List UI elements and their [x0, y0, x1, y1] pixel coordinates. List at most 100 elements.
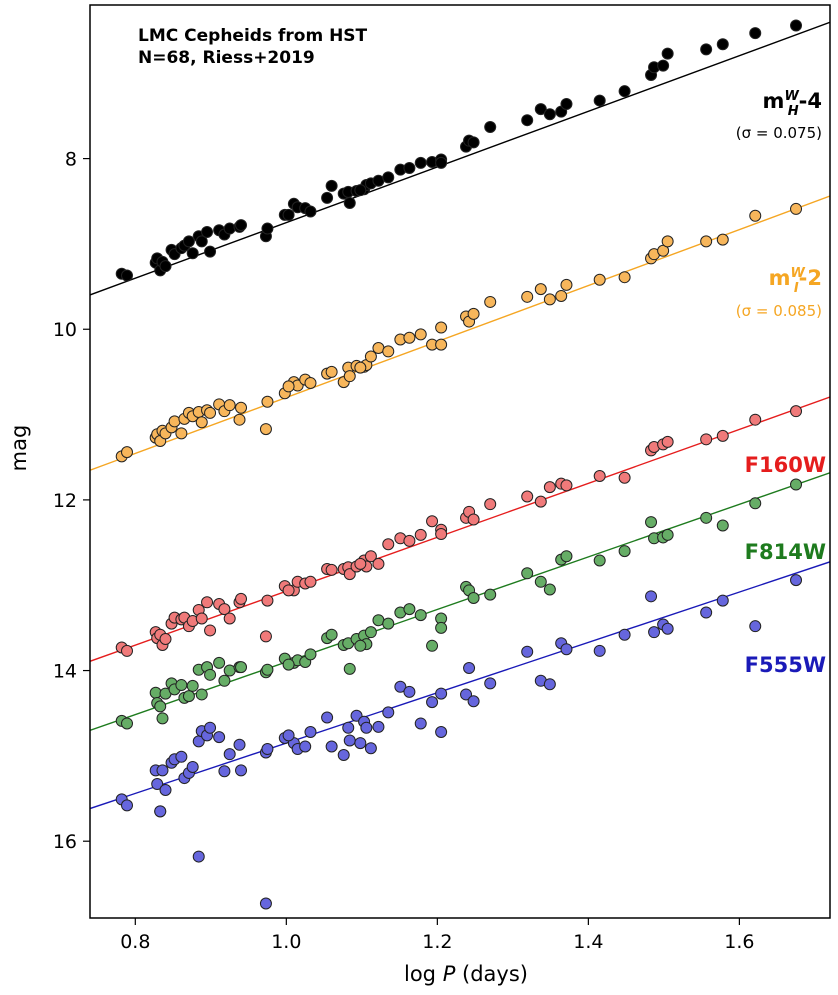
- point-s4-39: [394, 680, 407, 693]
- point-s2-54: [618, 471, 631, 484]
- point-s0-62: [790, 19, 803, 32]
- y-tick-label-0: 8: [65, 149, 77, 171]
- point-s1-43: [435, 321, 448, 334]
- point-s1-66: [354, 361, 367, 374]
- point-s3-38: [382, 617, 395, 630]
- point-s2-14: [195, 612, 208, 625]
- point-s0-14: [195, 235, 208, 248]
- point-s3-59: [700, 511, 713, 524]
- point-s1-65: [325, 365, 338, 378]
- point-s2-38: [382, 538, 395, 551]
- point-s3-47: [484, 588, 497, 601]
- point-s4-19: [223, 748, 236, 761]
- point-s2-46: [467, 513, 480, 526]
- point-s3-62: [790, 478, 803, 491]
- point-s4-31: [342, 721, 355, 734]
- point-s2-58: [661, 435, 674, 448]
- point-s0-65: [325, 179, 338, 192]
- point-s3-54: [618, 545, 631, 558]
- point-s2-37: [372, 557, 385, 570]
- point-s1-48: [521, 290, 534, 303]
- point-s4-65: [325, 740, 338, 753]
- series-labels: mW H-4 (σ = 0.075) mW I-2 (σ = 0.085) F160…: [736, 89, 826, 677]
- point-s1-47: [484, 295, 497, 308]
- point-s4-66: [354, 737, 367, 750]
- point-s0-67: [435, 156, 448, 169]
- point-s4-52: [560, 643, 573, 656]
- point-s2-19: [223, 612, 236, 625]
- point-s2-62: [790, 405, 803, 418]
- point-s2-36: [364, 550, 377, 563]
- point-s3-48: [521, 567, 534, 580]
- point-s4-46: [467, 695, 480, 708]
- point-s0-41: [414, 156, 427, 169]
- point-s3-28: [304, 648, 317, 661]
- point-s4-12: [186, 760, 199, 773]
- point-s4-47: [484, 677, 497, 690]
- point-s2-48: [521, 490, 534, 503]
- x-tick-label-4: 1.6: [724, 931, 754, 953]
- point-s3-67: [435, 621, 448, 634]
- y-tick-label-3: 14: [53, 661, 77, 683]
- point-s4-20: [233, 738, 246, 751]
- point-s1-21: [235, 401, 248, 414]
- y-axis-ticks: 8 10 12 14 16: [53, 149, 90, 853]
- point-s3-53: [593, 554, 606, 567]
- outlier-point-0: [154, 805, 167, 818]
- point-s2-61: [749, 413, 762, 426]
- point-s1-52: [560, 278, 573, 291]
- point-s1-62: [790, 202, 803, 215]
- point-s2-32: [343, 568, 356, 581]
- point-s2-28: [304, 575, 317, 588]
- point-s2-52: [560, 479, 573, 492]
- point-s4-60: [716, 594, 729, 607]
- point-s3-49: [534, 575, 547, 588]
- point-s1-20: [233, 413, 246, 426]
- point-s3-61: [749, 497, 762, 510]
- point-s0-49: [534, 103, 547, 116]
- point-s4-42: [426, 696, 439, 709]
- chart-title-line-1: LMC Cepheids from HST: [138, 26, 368, 46]
- point-s1-14: [195, 416, 208, 429]
- point-s2-67: [435, 528, 448, 541]
- label-f814w: F814W: [745, 540, 826, 564]
- point-s1-67: [435, 338, 448, 351]
- point-s4-44: [460, 688, 473, 701]
- point-s3-36: [364, 626, 377, 639]
- point-s3-42: [426, 639, 439, 652]
- point-s4-32: [343, 734, 356, 747]
- point-s0-23: [261, 222, 274, 235]
- point-s1-38: [382, 345, 395, 358]
- point-s4-55: [645, 590, 658, 603]
- point-s1-19: [223, 399, 236, 412]
- label-miw: mW I-2: [769, 266, 822, 296]
- point-s4-28: [304, 725, 317, 738]
- point-s0-16: [204, 245, 217, 258]
- point-s0-46: [467, 136, 480, 149]
- point-s4-53: [593, 644, 606, 657]
- point-s2-21: [235, 592, 248, 605]
- point-s0-54: [618, 85, 631, 98]
- point-s4-43: [435, 725, 448, 738]
- point-s0-38: [382, 171, 395, 184]
- point-s4-35: [360, 721, 373, 734]
- point-s0-57: [657, 59, 670, 72]
- point-s1-50: [543, 293, 556, 306]
- y-tick-label-2: 12: [53, 490, 77, 512]
- point-s4-38: [382, 706, 395, 719]
- point-s1-60: [716, 233, 729, 246]
- point-s0-58: [661, 47, 674, 60]
- point-s4-18: [218, 765, 231, 778]
- point-s3-65: [325, 628, 338, 641]
- point-s2-41: [414, 528, 427, 541]
- fit-line-4: [90, 561, 830, 810]
- point-s4-62: [790, 574, 803, 587]
- point-s1-22: [259, 423, 272, 436]
- point-s4-30: [337, 749, 350, 762]
- x-tick-label-1: 1.0: [271, 931, 301, 953]
- point-s3-4: [154, 700, 167, 713]
- point-s3-2: [149, 686, 162, 699]
- point-s3-58: [661, 528, 674, 541]
- point-s0-19: [223, 222, 236, 235]
